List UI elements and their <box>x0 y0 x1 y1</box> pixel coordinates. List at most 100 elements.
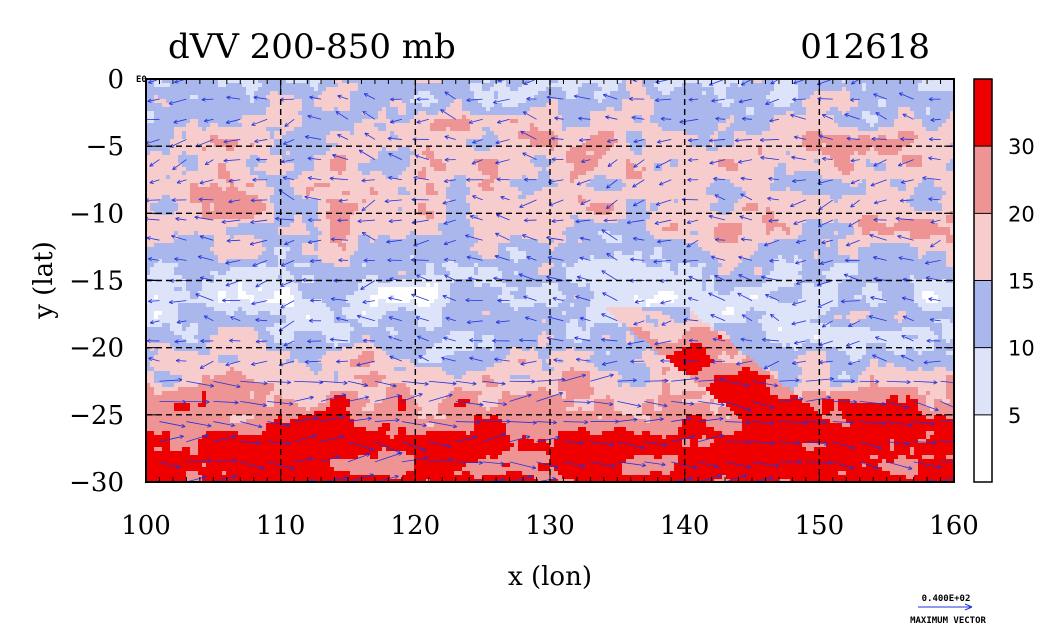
wind-vector-head <box>655 98 660 103</box>
wind-vector <box>146 139 160 145</box>
wind-vector-head <box>881 401 887 407</box>
wind-vector-head <box>307 114 312 119</box>
wind-vector-head <box>388 296 393 301</box>
wind-vector-head <box>926 338 931 343</box>
wind-vector-head <box>283 484 287 487</box>
wind-vector-head <box>584 420 589 425</box>
wind-vector <box>386 239 402 243</box>
wind-vector <box>374 395 401 402</box>
wind-vector <box>590 401 614 405</box>
corner-label: E0 <box>136 75 147 85</box>
wind-vector-head <box>522 234 527 239</box>
wind-vector-head <box>902 113 907 118</box>
wind-vector-head <box>414 154 420 159</box>
x-tick-label: 100 <box>121 511 171 541</box>
wind-vector-head <box>250 219 255 225</box>
wind-vector <box>176 179 187 184</box>
colorbar-label: 15 <box>1008 270 1035 294</box>
wind-vector <box>738 274 753 281</box>
wind-vector-head <box>586 400 591 405</box>
wind-vector-head <box>763 365 769 370</box>
wind-vector-head <box>225 282 230 287</box>
wind-vector <box>255 280 268 288</box>
wind-vector <box>523 295 537 302</box>
wind-vector-head <box>871 136 876 141</box>
wind-vector <box>250 219 268 223</box>
wind-vector <box>709 159 726 164</box>
wind-vector <box>913 441 937 444</box>
wind-vector-head <box>789 203 795 208</box>
wind-vector <box>633 320 645 326</box>
wind-vector <box>634 300 645 303</box>
wind-vector-head <box>928 137 933 142</box>
wind-vector-head <box>551 218 556 224</box>
wind-vector <box>698 401 725 406</box>
wind-vector-head <box>221 298 226 303</box>
wind-vector <box>805 421 827 423</box>
y-tick-label: −30 <box>69 468 124 498</box>
wind-vector-head <box>581 373 586 378</box>
wind-vector-head <box>627 341 632 346</box>
wind-vector-head <box>307 217 312 223</box>
wind-vector-head <box>801 486 805 489</box>
wind-vector <box>472 139 483 144</box>
wind-vector <box>725 421 751 423</box>
wind-vector <box>654 219 672 225</box>
wind-vector <box>793 219 806 225</box>
wind-vector <box>267 441 291 444</box>
wind-vector <box>294 434 317 443</box>
wind-vector-head <box>422 423 427 428</box>
wind-vector <box>455 401 484 406</box>
wind-vector <box>168 98 187 105</box>
wind-vector <box>482 433 506 443</box>
wind-vector-head <box>792 178 797 184</box>
wind-vector <box>493 98 510 104</box>
wind-vector-head <box>520 130 525 135</box>
wind-vector <box>795 259 806 264</box>
wind-vector <box>455 461 483 464</box>
wind-vector-head <box>256 157 261 162</box>
wind-vector-head <box>175 216 180 222</box>
wind-vector <box>740 338 753 342</box>
wind-vector-head <box>301 277 306 283</box>
wind-vector <box>388 336 402 342</box>
wind-vector-head <box>281 159 286 164</box>
wind-vector-head <box>173 119 178 124</box>
wind-vector <box>928 298 941 302</box>
x-tick-label: 120 <box>391 511 441 541</box>
wind-vector-head <box>174 339 179 344</box>
wind-vector <box>294 380 324 383</box>
wind-vector <box>818 199 834 210</box>
wind-vector-head <box>255 317 260 323</box>
wind-vector-head <box>874 465 879 470</box>
wind-vector-head <box>361 232 367 237</box>
wind-vector <box>632 179 645 188</box>
wind-vector <box>738 159 753 163</box>
wind-vector-head <box>799 397 804 402</box>
wind-vector-head <box>768 218 773 223</box>
wind-vector-head <box>199 235 205 240</box>
wind-vector-head <box>200 338 205 344</box>
wind-vector-head <box>149 162 154 167</box>
wind-vector <box>770 313 780 322</box>
wind-vector <box>522 152 537 160</box>
wind-vector <box>321 380 348 384</box>
wind-vector-head <box>901 335 906 339</box>
wind-vector <box>401 393 423 402</box>
wind-vector-head <box>747 439 752 445</box>
wind-vector-head <box>601 337 606 342</box>
wind-vector-head <box>900 137 905 142</box>
wind-vector-head <box>795 239 801 244</box>
wind-vector-head <box>663 442 668 448</box>
wind-vector <box>186 459 212 463</box>
wind-vector-head <box>715 116 720 121</box>
wind-vector <box>416 274 429 281</box>
wind-vector <box>859 421 886 424</box>
wind-vector-head <box>522 152 527 157</box>
wind-vector <box>930 219 941 223</box>
wind-vector-head <box>471 160 476 165</box>
wind-vector-head <box>930 243 935 248</box>
wind-vector <box>174 340 187 343</box>
wind-vector <box>711 256 726 261</box>
